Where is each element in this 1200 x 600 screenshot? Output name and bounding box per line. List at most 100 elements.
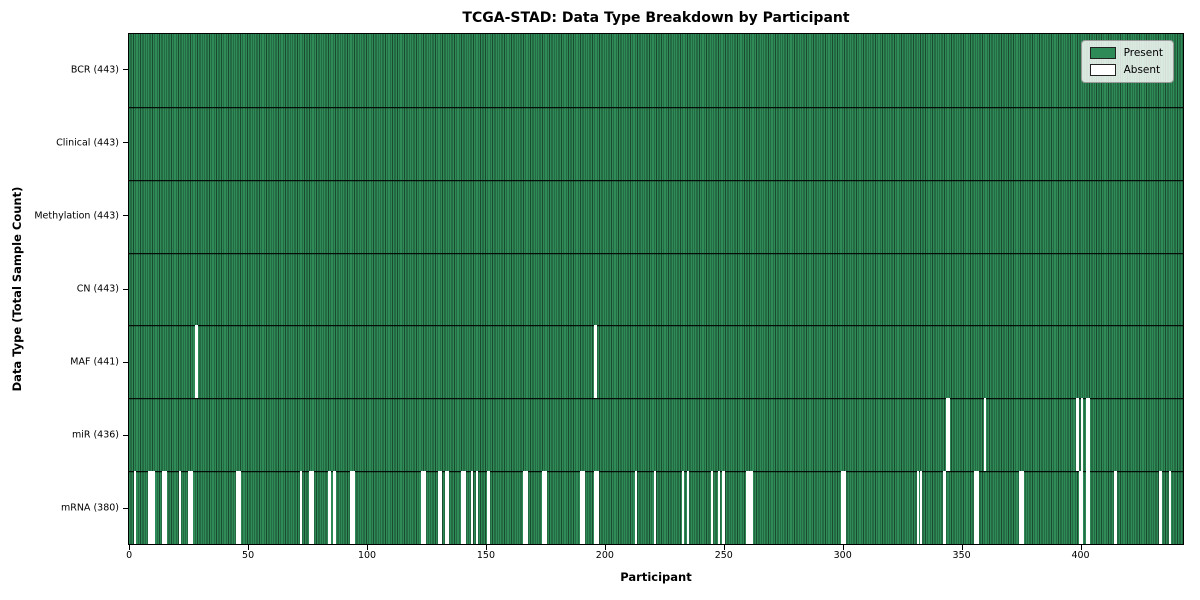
absent-stripe xyxy=(653,471,656,544)
absent-stripe xyxy=(420,471,424,544)
x-tick-label: 250 xyxy=(714,550,733,561)
x-tick-label: 150 xyxy=(476,550,496,561)
row-clinical xyxy=(129,106,1183,180)
absent-stripe xyxy=(748,471,751,544)
absent-stripe xyxy=(1021,471,1024,544)
absent-stripe xyxy=(1019,471,1022,544)
absent-stripe xyxy=(1088,471,1091,544)
absent-stripe xyxy=(299,471,303,544)
legend-present-label: Present xyxy=(1123,47,1163,59)
x-tick-mark xyxy=(248,545,250,550)
y-tick-label: Clinical (443) xyxy=(56,137,119,149)
absent-stripe xyxy=(475,471,478,544)
absent-stripe xyxy=(945,398,948,472)
x-tick-label: 100 xyxy=(357,550,377,561)
absent-stripe xyxy=(983,398,986,472)
absent-stripe xyxy=(594,325,597,399)
y-tick-label: mRNA (380) xyxy=(60,502,119,514)
absent-stripe xyxy=(1080,398,1084,472)
absent-stripe xyxy=(178,471,182,544)
absent-stripe xyxy=(309,471,312,544)
y-tick-mark xyxy=(123,361,128,363)
x-tick-mark xyxy=(129,545,131,550)
absent-stripe xyxy=(238,471,241,544)
absent-stripe xyxy=(437,471,440,544)
absent-stripe xyxy=(750,471,754,544)
absent-stripe xyxy=(1088,398,1091,472)
plot-area: Present Absent xyxy=(128,33,1184,545)
row-methylation xyxy=(129,179,1183,253)
absent-stripe xyxy=(1078,471,1081,544)
y-tick-mark xyxy=(123,142,128,144)
absent-stripe xyxy=(190,471,194,544)
y-tick-mark xyxy=(123,434,128,436)
absent-stripe xyxy=(1085,471,1089,544)
y-tick-label: BCR (443) xyxy=(70,64,119,76)
absent-stripe xyxy=(487,471,490,544)
absent-stripe xyxy=(328,471,331,544)
absent-stripe xyxy=(444,471,448,544)
absent-stripe xyxy=(542,471,545,544)
absent-stripe xyxy=(311,471,315,544)
absent-stripe xyxy=(843,471,846,544)
absent-stripe xyxy=(439,471,443,544)
legend: Present Absent xyxy=(1080,40,1174,83)
y-tick-mark xyxy=(123,507,128,509)
y-tick-label: Methylation (443) xyxy=(34,210,119,222)
x-tick-label: 350 xyxy=(952,550,971,561)
absent-stripe xyxy=(717,471,721,544)
absent-stripe xyxy=(1076,398,1079,472)
absent-stripe xyxy=(423,471,426,544)
x-tick-mark xyxy=(1080,545,1082,550)
absent-stripe xyxy=(746,471,749,544)
y-tick-label: MAF (441) xyxy=(70,356,119,368)
absent-stripe xyxy=(195,325,198,399)
y-tick-mark xyxy=(123,288,128,290)
x-tick-label: 300 xyxy=(833,550,852,561)
absent-stripe xyxy=(682,471,685,544)
absent-stripe xyxy=(943,471,946,544)
x-axis-label: Participant xyxy=(620,570,692,584)
absent-stripe xyxy=(544,471,547,544)
absent-stripe xyxy=(188,471,191,544)
absent-stripe xyxy=(722,471,725,544)
x-tick-mark xyxy=(604,545,606,550)
absent-stripe xyxy=(447,471,450,544)
absent-stripe xyxy=(352,471,355,544)
x-tick-label: 200 xyxy=(595,550,614,561)
chart-title: TCGA-STAD: Data Type Breakdown by Partic… xyxy=(462,10,850,26)
absent-stripe xyxy=(686,471,690,544)
absent-stripe xyxy=(580,471,583,544)
x-tick-mark xyxy=(723,545,725,550)
absent-stripe xyxy=(133,471,137,544)
absent-stripe xyxy=(1085,398,1089,472)
absent-stripe xyxy=(150,471,153,544)
row-bcr xyxy=(129,34,1183,107)
legend-entry-absent: Absent xyxy=(1089,64,1163,76)
legend-entry-present: Present xyxy=(1089,47,1163,59)
y-tick-mark xyxy=(123,69,128,71)
absent-stripe xyxy=(634,471,637,544)
absent-stripe xyxy=(463,471,467,544)
absent-stripe xyxy=(152,471,156,544)
legend-absent-swatch xyxy=(1089,64,1116,76)
x-tick-mark xyxy=(961,545,963,550)
row-mrna xyxy=(129,471,1183,544)
y-tick-label: CN (443) xyxy=(76,283,119,295)
absent-stripe xyxy=(1159,471,1162,544)
absent-stripe xyxy=(470,471,474,544)
x-tick-label: 50 xyxy=(242,550,255,561)
absent-stripe xyxy=(919,471,922,544)
absent-stripe xyxy=(164,471,167,544)
absent-stripe xyxy=(710,471,713,544)
x-tick-mark xyxy=(367,545,369,550)
absent-stripe xyxy=(523,471,526,544)
x-tick-label: 400 xyxy=(1071,550,1090,561)
absent-stripe xyxy=(947,398,951,472)
y-tick-label: miR (436) xyxy=(71,429,119,441)
row-mir xyxy=(129,398,1183,472)
x-tick-mark xyxy=(842,545,844,550)
absent-stripe xyxy=(1168,471,1172,544)
absent-stripe xyxy=(349,471,353,544)
absent-stripe xyxy=(235,471,239,544)
